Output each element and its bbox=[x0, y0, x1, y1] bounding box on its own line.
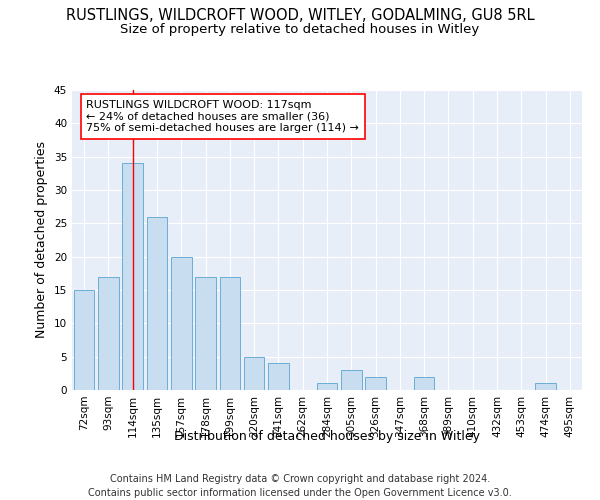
Bar bbox=[317, 384, 337, 390]
Text: Size of property relative to detached houses in Witley: Size of property relative to detached ho… bbox=[121, 22, 479, 36]
Bar bbox=[74, 290, 94, 390]
Bar bbox=[414, 376, 434, 390]
Bar bbox=[365, 376, 386, 390]
Text: RUSTLINGS WILDCROFT WOOD: 117sqm
← 24% of detached houses are smaller (36)
75% o: RUSTLINGS WILDCROFT WOOD: 117sqm ← 24% o… bbox=[86, 100, 359, 133]
Bar bbox=[341, 370, 362, 390]
Bar bbox=[195, 276, 216, 390]
Bar bbox=[268, 364, 289, 390]
Bar bbox=[535, 384, 556, 390]
Bar bbox=[220, 276, 240, 390]
Y-axis label: Number of detached properties: Number of detached properties bbox=[35, 142, 49, 338]
Bar bbox=[98, 276, 119, 390]
Bar bbox=[171, 256, 191, 390]
Text: RUSTLINGS, WILDCROFT WOOD, WITLEY, GODALMING, GU8 5RL: RUSTLINGS, WILDCROFT WOOD, WITLEY, GODAL… bbox=[65, 8, 535, 22]
Text: Distribution of detached houses by size in Witley: Distribution of detached houses by size … bbox=[174, 430, 480, 443]
Text: Contains HM Land Registry data © Crown copyright and database right 2024.
Contai: Contains HM Land Registry data © Crown c… bbox=[88, 474, 512, 498]
Bar bbox=[146, 216, 167, 390]
Bar bbox=[244, 356, 265, 390]
Bar bbox=[122, 164, 143, 390]
